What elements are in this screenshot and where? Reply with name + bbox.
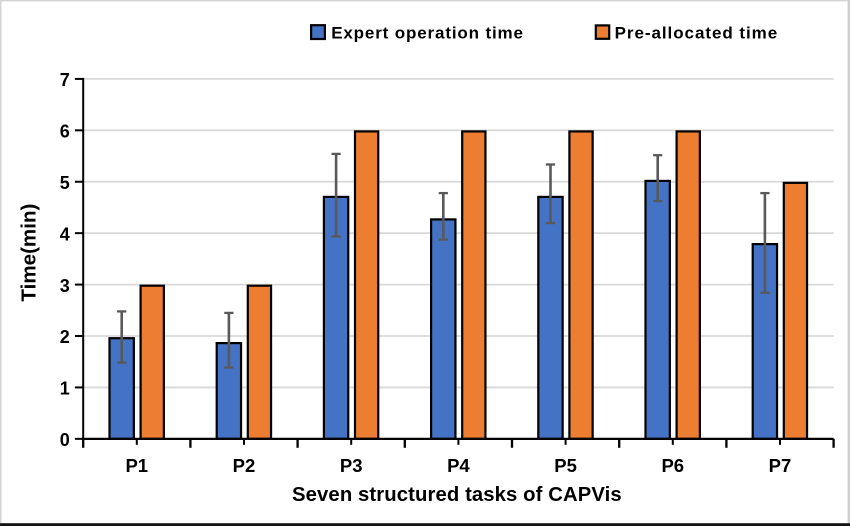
svg-text:P4: P4 — [447, 455, 470, 476]
svg-text:Pre-allocated time: Pre-allocated time — [615, 24, 779, 43]
svg-text:P3: P3 — [340, 455, 363, 476]
svg-text:5: 5 — [60, 173, 70, 193]
svg-text:Time(min): Time(min) — [17, 204, 40, 302]
svg-text:Seven structured tasks of CAPV: Seven structured tasks of CAPVis — [292, 484, 622, 506]
svg-text:4: 4 — [60, 224, 70, 244]
svg-text:P6: P6 — [661, 455, 684, 476]
svg-text:Expert operation time: Expert operation time — [331, 24, 524, 43]
svg-text:7: 7 — [60, 70, 70, 90]
svg-text:2: 2 — [60, 327, 70, 347]
svg-text:P7: P7 — [769, 455, 792, 476]
svg-text:P1: P1 — [125, 455, 148, 476]
svg-text:0: 0 — [60, 430, 70, 450]
svg-text:P2: P2 — [233, 455, 256, 476]
svg-text:1: 1 — [60, 379, 70, 399]
svg-text:6: 6 — [60, 122, 70, 142]
svg-text:P5: P5 — [554, 455, 577, 476]
svg-text:3: 3 — [60, 276, 70, 296]
